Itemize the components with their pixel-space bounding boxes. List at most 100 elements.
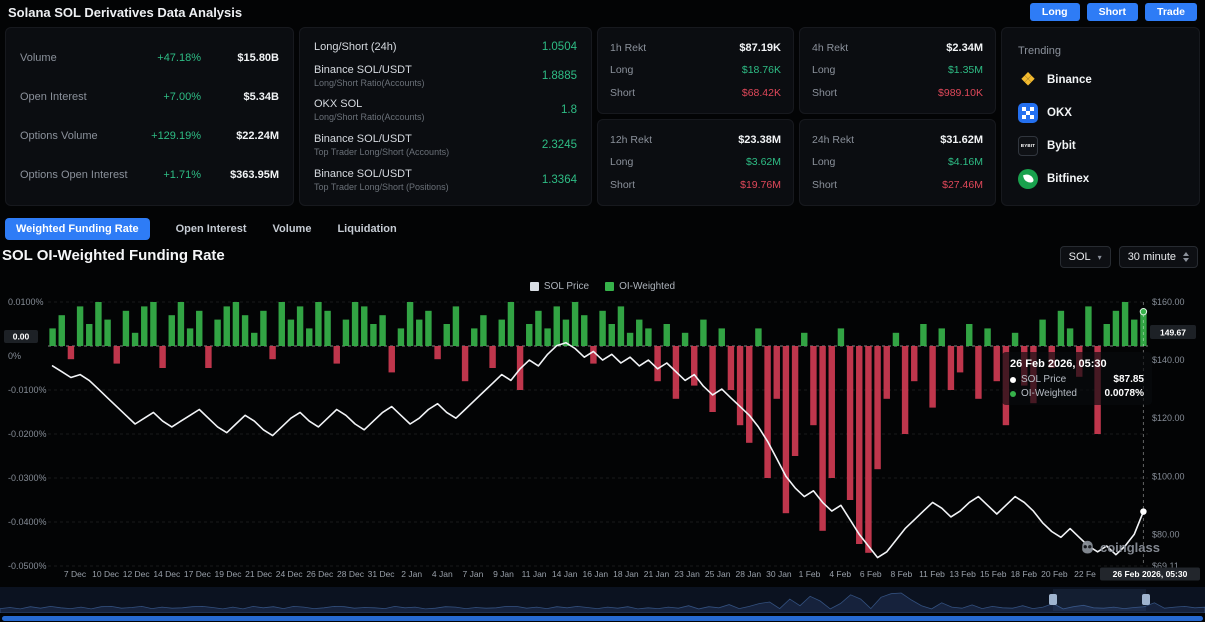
svg-text:14 Jan: 14 Jan — [552, 569, 578, 579]
ratio-label: Binance SOL/USDT — [314, 167, 412, 180]
rekt-total: $2.34M — [946, 42, 983, 55]
topbar: Solana SOL Derivatives Data Analysis Lon… — [0, 0, 1205, 24]
svg-text:7 Jan: 7 Jan — [463, 569, 484, 579]
legend-label: SOL Price — [543, 281, 590, 292]
trending-item-bitfinex[interactable]: Bitfinex — [1018, 168, 1183, 189]
trending-item-binance[interactable]: ❖ Binance — [1018, 70, 1183, 90]
long-button[interactable]: Long — [1029, 2, 1080, 22]
horizontal-scrollbar[interactable] — [2, 616, 1203, 621]
summary-panels: Volume +47.18% $15.80B Open Interest +7.… — [5, 27, 1200, 206]
tab-liquidation[interactable]: Liquidation — [337, 223, 397, 235]
stat-row-volume: Volume +47.18% $15.80B — [20, 52, 279, 64]
trending-item-bybit[interactable]: BYBIT Bybit — [1018, 135, 1183, 156]
rekt-box-12h: 12h Rekt $23.38M Long $3.62M Short $19.76M — [597, 119, 794, 206]
ratio-row: Binance SOL/USDT Top Trader Long/Short (… — [314, 133, 577, 157]
tab-open-interest[interactable]: Open Interest — [175, 223, 247, 235]
navigator-canvas[interactable] — [0, 587, 1205, 614]
symbol-select[interactable]: SOL ▾ — [1059, 246, 1111, 268]
svg-text:20 Feb: 20 Feb — [1041, 569, 1068, 579]
chart-tabs: Weighted Funding Rate Open Interest Volu… — [5, 217, 397, 241]
volume-stats-panel: Volume +47.18% $15.80B Open Interest +7.… — [5, 27, 294, 206]
chart-navigator[interactable] — [0, 587, 1205, 614]
rekt-short-label: Short — [610, 178, 636, 191]
svg-text:23 Jan: 23 Jan — [674, 569, 700, 579]
trending-item-okx[interactable]: OKX — [1018, 102, 1183, 123]
rekt-long-label: Long — [610, 156, 634, 169]
ratio-label: Long/Short (24h) — [314, 41, 397, 54]
svg-text:24 Dec: 24 Dec — [276, 569, 304, 579]
stat-value: $5.34B — [243, 90, 279, 103]
interval-select[interactable]: 30 minute — [1118, 246, 1198, 268]
chart-title: SOL OI-Weighted Funding Rate — [2, 247, 225, 264]
svg-text:11 Jan: 11 Jan — [522, 569, 547, 579]
svg-text:17 Dec: 17 Dec — [184, 569, 212, 579]
funding-rate-chart[interactable]: 0.0100% 0% -0.0100% -0.0200% -0.0300% -0.0400… — [0, 296, 1205, 582]
rekt-long-label: Long — [812, 64, 836, 77]
trending-title: Trending — [1018, 44, 1062, 57]
rekt-box-24h: 24h Rekt $31.62M Long $4.16M Short $27.46M — [799, 119, 996, 206]
legend-oi-weighted[interactable]: OI-Weighted — [605, 281, 675, 292]
ratio-sublabel: Top Trader Long/Short (Accounts) — [314, 147, 450, 158]
stat-change: +47.18% — [157, 51, 201, 64]
ratio-row: Binance SOL/USDT Top Trader Long/Short (… — [314, 168, 577, 192]
stat-value: $363.95M — [230, 169, 279, 182]
svg-text:10 Dec: 10 Dec — [92, 569, 120, 579]
okx-icon — [1018, 102, 1038, 123]
rekt-label: 4h Rekt — [812, 42, 849, 55]
svg-text:28 Jan: 28 Jan — [736, 569, 762, 579]
svg-text:19 Dec: 19 Dec — [215, 569, 243, 579]
stat-label: Volume — [20, 51, 57, 64]
ratio-row: OKX SOL Long/Short Ratio(Accounts) 1.8 — [314, 98, 577, 122]
ratio-row: Long/Short (24h) 1.0504 — [314, 41, 577, 53]
stat-row-options-volume: Options Volume +129.19% $22.24M — [20, 130, 279, 142]
svg-text:18 Feb: 18 Feb — [1011, 569, 1038, 579]
rekt-box-1h: 1h Rekt $87.19K Long $18.76K Short $68.42K — [597, 27, 794, 114]
rekt-long-label: Long — [610, 64, 634, 77]
svg-text:$100.00: $100.00 — [1152, 471, 1185, 481]
topbar-actions: Long Short Trade — [1029, 2, 1197, 22]
trade-button[interactable]: Trade — [1144, 2, 1197, 22]
svg-text:7 Dec: 7 Dec — [64, 569, 87, 579]
svg-text:22 Fe: 22 Fe — [1074, 569, 1096, 579]
navigator-handle-left[interactable] — [1049, 594, 1058, 605]
green-dot-icon — [1010, 390, 1016, 397]
rekt-short-value: $989.10K — [938, 86, 983, 99]
rekt-long-value: $4.16M — [947, 156, 983, 169]
tooltip-label: SOL Price — [1021, 374, 1067, 385]
svg-text:14 Dec: 14 Dec — [153, 569, 181, 579]
coinglass-logo-icon — [1082, 540, 1093, 554]
svg-text:16 Jan: 16 Jan — [583, 569, 609, 579]
svg-text:6 Feb: 6 Feb — [860, 569, 882, 579]
tooltip-label: OI-Weighted — [1021, 388, 1077, 399]
ratio-value: 1.8885 — [541, 69, 577, 82]
legend-sol-price[interactable]: SOL Price — [529, 281, 590, 292]
short-button[interactable]: Short — [1086, 2, 1138, 22]
svg-text:$140.00: $140.00 — [1152, 355, 1185, 365]
tooltip-value: 0.0078% — [1104, 388, 1144, 399]
stat-row-open-interest: Open Interest +7.00% $5.34B — [20, 91, 279, 103]
svg-text:149.67: 149.67 — [1160, 328, 1186, 338]
ratio-sublabel: Top Trader Long/Short (Positions) — [314, 181, 449, 192]
svg-text:26 Dec: 26 Dec — [306, 569, 334, 579]
trending-panel: Trending ❖ Binance OKX BYBIT Bybit Bitfi… — [1001, 27, 1200, 206]
stat-label: Options Volume — [20, 130, 98, 143]
legend-label: OI-Weighted — [619, 281, 676, 292]
svg-text:4 Feb: 4 Feb — [829, 569, 851, 579]
chart-canvas[interactable]: 0.0100% 0% -0.0100% -0.0200% -0.0300% -0.0400… — [0, 296, 1205, 582]
navigator-selection[interactable] — [1053, 589, 1146, 611]
navigator-handle-right[interactable] — [1141, 594, 1150, 605]
tab-weighted-funding-rate[interactable]: Weighted Funding Rate — [5, 218, 150, 240]
svg-text:-0.0100%: -0.0100% — [8, 385, 47, 395]
tooltip-row-oi-weighted: OI-Weighted 0.0078% — [1010, 388, 1144, 399]
bitfinex-icon — [1018, 168, 1038, 189]
tab-volume[interactable]: Volume — [272, 223, 312, 235]
stat-change: +129.19% — [151, 130, 201, 143]
interval-select-value: 30 minute — [1127, 251, 1176, 263]
ratio-value: 1.0504 — [541, 41, 577, 54]
rekt-long-label: Long — [812, 156, 836, 169]
binance-icon: ❖ — [1020, 69, 1036, 89]
svg-text:18 Jan: 18 Jan — [613, 569, 639, 579]
coinglass-watermark: coinglass — [1080, 540, 1160, 555]
rekt-short-label: Short — [610, 86, 636, 99]
svg-text:8 Feb: 8 Feb — [891, 569, 913, 579]
